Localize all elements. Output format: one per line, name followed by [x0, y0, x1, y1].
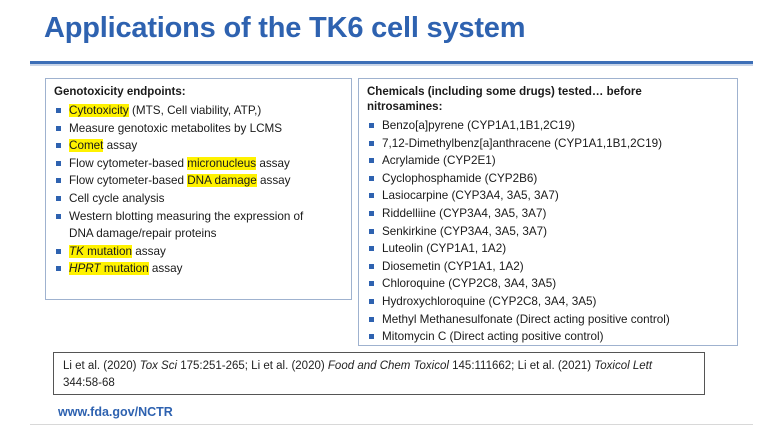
- slide-title: Applications of the TK6 cell system: [44, 12, 526, 44]
- highlighted-term: mutation: [100, 262, 149, 276]
- list-item: Lasiocarpine (CYP3A4, 3A5, 3A7): [367, 187, 737, 205]
- item-text: Western blotting measuring the expressio…: [69, 209, 304, 223]
- chemicals-heading-line2: nitrosamines:: [367, 101, 443, 113]
- list-item: Methyl Methanesulfonate (Direct acting p…: [367, 311, 737, 329]
- list-item: Cell cycle analysis: [54, 190, 351, 208]
- list-item: Luteolin (CYP1A1, 1A2): [367, 240, 737, 258]
- list-item: Flow cytometer-based micronucleus assay: [54, 155, 351, 173]
- item-text: Acrylamide (CYP2E1): [382, 154, 496, 168]
- square-bullet-icon: [369, 334, 374, 340]
- square-bullet-icon: [369, 158, 374, 164]
- highlighted-gene-name: HPRT: [69, 262, 101, 276]
- square-bullet-icon: [56, 178, 61, 184]
- item-text: Measure genotoxic metabolites by LCMS: [69, 121, 283, 135]
- square-bullet-icon: [56, 160, 61, 166]
- item-text: Flow cytometer-based: [69, 174, 188, 188]
- footer-url-link[interactable]: www.fda.gov/NCTR: [58, 405, 173, 419]
- square-bullet-icon: [56, 195, 61, 201]
- reference-text: 344:58-68: [63, 377, 115, 389]
- item-text: Mitomycin C (Direct acting positive cont…: [382, 330, 604, 344]
- item-text: Benzo[a]pyrene (CYP1A1,1B1,2C19): [382, 119, 575, 132]
- list-item: TK mutation assay: [54, 243, 351, 261]
- journal-name: Tox Sci: [139, 360, 178, 372]
- square-bullet-icon: [56, 108, 61, 113]
- journal-name: Toxicol Lett: [594, 360, 653, 372]
- square-bullet-icon: [369, 123, 374, 128]
- highlighted-term: Comet: [69, 139, 104, 153]
- list-item: Acrylamide (CYP2E1): [367, 152, 737, 170]
- square-bullet-icon: [369, 210, 374, 216]
- journal-name: Food and Chem Toxicol: [327, 360, 449, 372]
- square-bullet-icon: [56, 213, 61, 219]
- item-text: assay: [148, 262, 183, 276]
- item-text: Diosemetin (CYP1A1, 1A2): [382, 259, 524, 273]
- list-item: Measure genotoxic metabolites by LCMS: [54, 120, 351, 138]
- square-bullet-icon: [369, 228, 374, 234]
- list-item: Senkirkine (CYP3A4, 3A5, 3A7): [367, 223, 737, 241]
- list-item: Western blotting measuring the expressio…: [54, 208, 351, 243]
- item-text: Luteolin (CYP1A1, 1A2): [382, 242, 507, 256]
- highlighted-gene-name: TK: [69, 244, 84, 258]
- square-bullet-icon: [369, 298, 374, 304]
- chemicals-tested-panel: Chemicals (including some drugs) tested……: [358, 78, 738, 346]
- list-item: Comet assay: [54, 137, 351, 155]
- item-text: Flow cytometer-based: [69, 156, 188, 170]
- item-text: Cell cycle analysis: [69, 191, 165, 205]
- list-item: HPRT mutation assay: [54, 260, 351, 278]
- list-item: Mitomycin C (Direct acting positive cont…: [367, 328, 737, 346]
- highlighted-term: micronucleus: [187, 156, 257, 170]
- item-text: assay: [256, 156, 290, 170]
- item-text: 7,12-Dimethylbenz[a]anthracene (CYP1A1,1…: [382, 136, 663, 150]
- chemicals-heading: Chemicals (including some drugs) tested……: [367, 85, 737, 115]
- chemicals-heading-line1: Chemicals (including some drugs) tested……: [367, 86, 642, 98]
- reference-text: 145:111662; Li et al. (2021): [448, 360, 595, 372]
- item-text: assay: [132, 244, 166, 258]
- item-text: assay: [103, 139, 138, 153]
- references-box: Li et al. (2020) Tox Sci 175:251-265; Li…: [53, 352, 705, 395]
- footer-divider: [30, 424, 753, 425]
- list-item: Flow cytometer-based DNA damage assay: [54, 172, 351, 190]
- item-text: Senkirkine (CYP3A4, 3A5, 3A7): [382, 224, 548, 238]
- item-text: Methyl Methanesulfonate (Direct acting p…: [382, 312, 670, 326]
- genotoxicity-list: Cytotoxicity (MTS, Cell viability, ATP,)…: [54, 102, 351, 278]
- list-item: Riddelliine (CYP3A4, 3A5, 3A7): [367, 205, 737, 223]
- highlighted-term: Cytotoxicity: [69, 104, 129, 117]
- highlighted-term: mutation: [83, 244, 133, 258]
- genotoxicity-endpoints-panel: Genotoxicity endpoints: Cytotoxicity (MT…: [45, 78, 352, 300]
- list-item: Benzo[a]pyrene (CYP1A1,1B1,2C19): [367, 117, 737, 135]
- list-item: Hydroxychloroquine (CYP2C8, 3A4, 3A5): [367, 293, 737, 311]
- title-divider-shadow: [30, 64, 753, 66]
- square-bullet-icon: [369, 193, 374, 199]
- list-item: Chloroquine (CYP2C8, 3A4, 3A5): [367, 275, 737, 293]
- item-text: (MTS, Cell viability, ATP,): [128, 104, 262, 117]
- square-bullet-icon: [369, 281, 374, 287]
- list-item: Cytotoxicity (MTS, Cell viability, ATP,): [54, 102, 351, 120]
- reference-text: Li et al. (2020): [63, 360, 140, 372]
- item-text: assay: [256, 174, 291, 188]
- square-bullet-icon: [369, 316, 374, 322]
- list-item: Diosemetin (CYP1A1, 1A2): [367, 258, 737, 276]
- item-text: Riddelliine (CYP3A4, 3A5, 3A7): [382, 206, 547, 220]
- list-item: 7,12-Dimethylbenz[a]anthracene (CYP1A1,1…: [367, 135, 737, 153]
- item-text: Hydroxychloroquine (CYP2C8, 3A4, 3A5): [382, 294, 597, 308]
- highlighted-term: DNA damage: [187, 174, 257, 188]
- item-text: Lasiocarpine (CYP3A4, 3A5, 3A7): [382, 189, 559, 203]
- reference-text: 175:251-265; Li et al. (2020): [177, 360, 328, 372]
- square-bullet-icon: [369, 246, 374, 252]
- square-bullet-icon: [369, 140, 374, 146]
- square-bullet-icon: [56, 125, 61, 131]
- item-text: Cyclophosphamide (CYP2B6): [382, 171, 538, 185]
- square-bullet-icon: [56, 248, 61, 254]
- square-bullet-icon: [56, 266, 61, 272]
- square-bullet-icon: [369, 263, 374, 269]
- genotoxicity-heading: Genotoxicity endpoints:: [54, 86, 186, 98]
- item-text-continuation: DNA damage/repair proteins: [69, 227, 217, 241]
- square-bullet-icon: [369, 175, 374, 181]
- square-bullet-icon: [56, 143, 61, 149]
- item-text: Chloroquine (CYP2C8, 3A4, 3A5): [382, 277, 557, 291]
- chemicals-list: Benzo[a]pyrene (CYP1A1,1B1,2C19) 7,12-Di…: [367, 117, 737, 346]
- title-divider: [30, 61, 753, 64]
- list-item: Cyclophosphamide (CYP2B6): [367, 170, 737, 188]
